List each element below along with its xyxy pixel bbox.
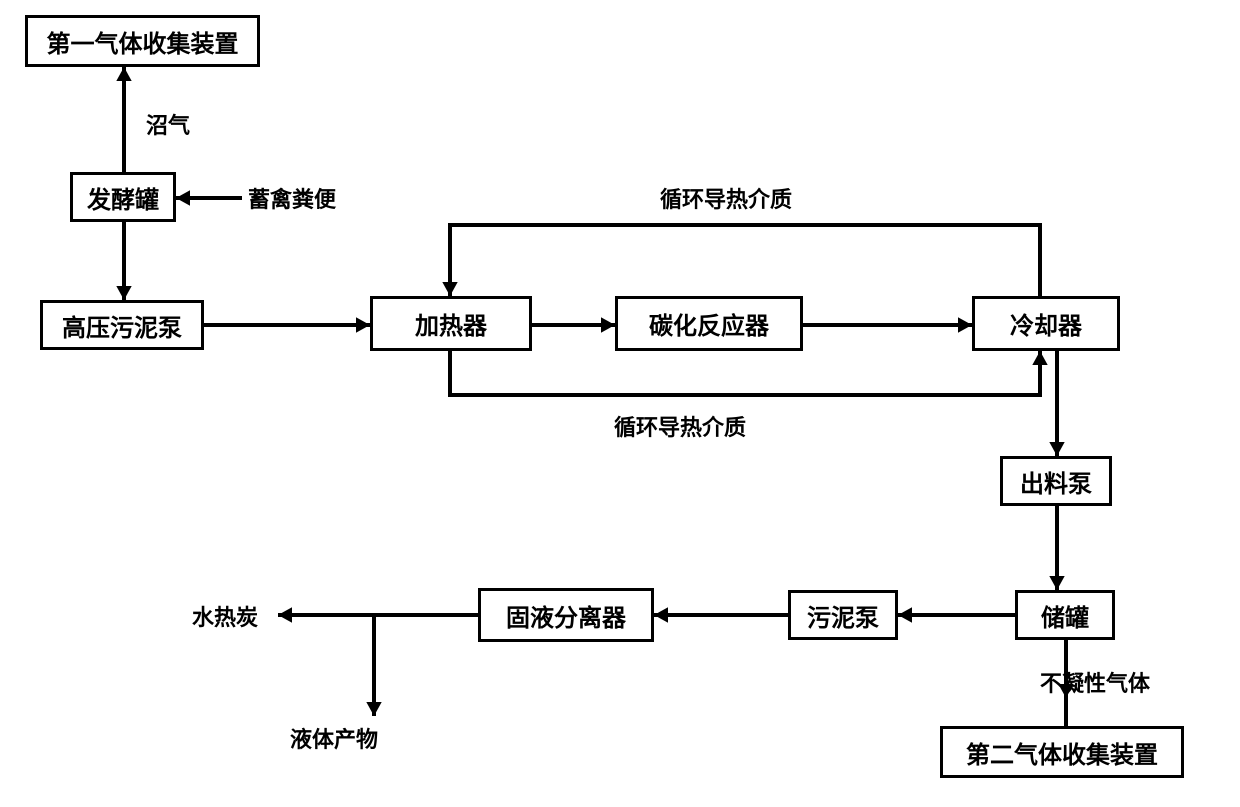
node-cooler: 冷却器	[972, 296, 1120, 351]
node-gas1: 第一气体收集装置	[25, 15, 260, 67]
node-gas2: 第二气体收集装置	[940, 726, 1184, 778]
node-heater: 加热器	[370, 296, 532, 351]
node-carbonize: 碳化反应器	[615, 296, 803, 351]
node-sludge-pump: 污泥泵	[788, 590, 898, 640]
label-cycle-top: 循环导热介质	[660, 182, 792, 214]
label-biogas: 沼气	[146, 108, 190, 140]
node-hp-pump: 高压污泥泵	[40, 300, 204, 350]
label-liquid: 液体产物	[290, 722, 378, 754]
node-tank: 储罐	[1015, 590, 1115, 640]
label-cycle-bot: 循环导热介质	[614, 410, 746, 442]
node-ferment: 发酵罐	[70, 172, 176, 222]
node-separator: 固液分离器	[478, 588, 654, 642]
label-hydro: 水热炭	[192, 600, 258, 632]
node-discharge: 出料泵	[1000, 456, 1112, 506]
label-manure: 蓄禽粪便	[248, 182, 336, 214]
label-noncond: 不凝性气体	[1040, 666, 1150, 698]
